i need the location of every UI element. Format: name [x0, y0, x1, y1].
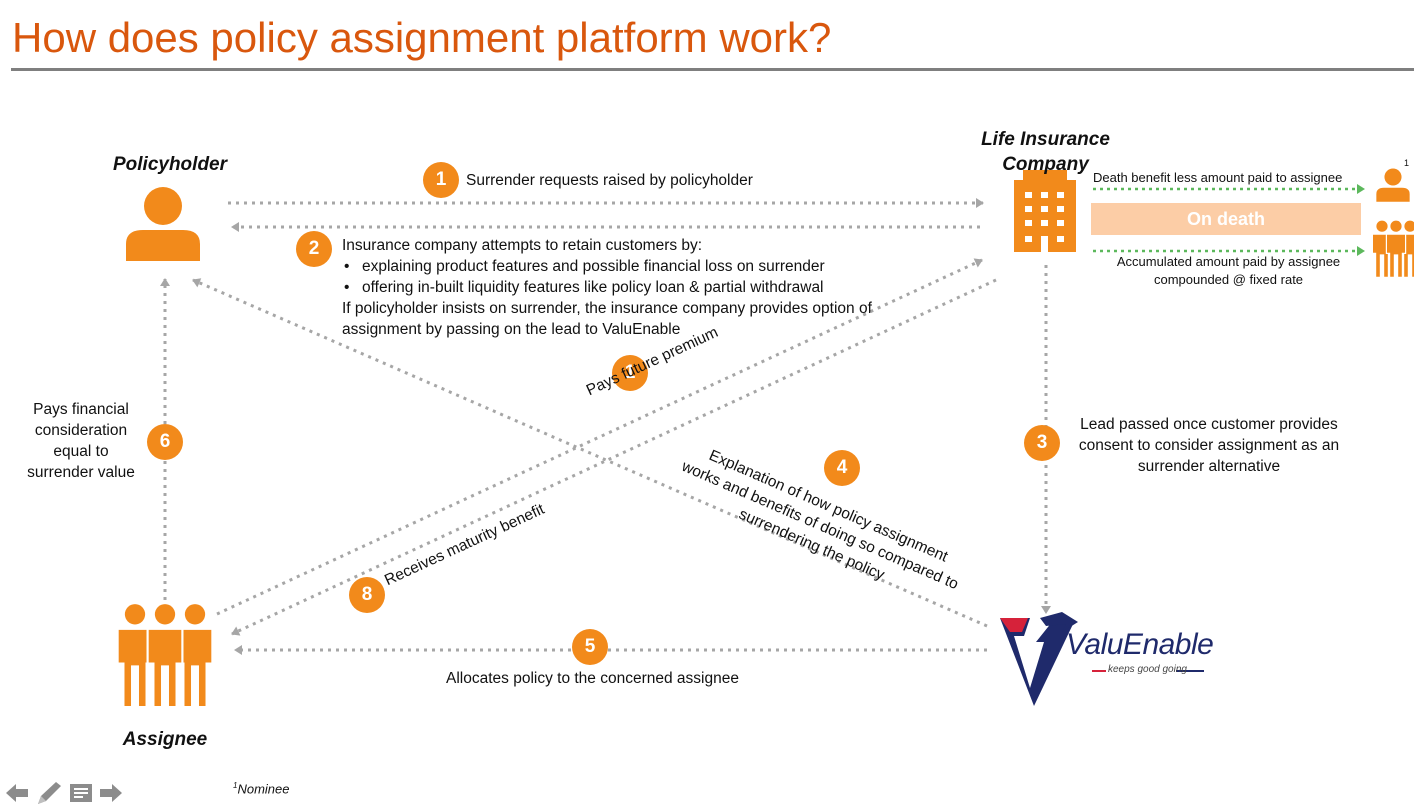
step6-text: Pays financial consideration equal to su…: [27, 401, 135, 481]
step2-bullet-1: explaining product features and possible…: [342, 256, 882, 277]
step2-badge: 2: [296, 231, 332, 267]
step2-bullets: explaining product features and possible…: [342, 256, 882, 298]
step2-bullet-2: offering in-built liquidity features lik…: [342, 277, 882, 298]
step2-block: Insurance company attempts to retain cus…: [342, 235, 882, 340]
slide-nav: [4, 780, 124, 806]
death-benefit-text: Death benefit less amount paid to assign…: [1093, 170, 1343, 185]
assignee-group-icon: [116, 603, 214, 709]
step3-text: Lead passed once customer provides conse…: [1078, 416, 1340, 475]
on-death-banner: On death: [1091, 203, 1361, 235]
nominee-superscript: 1: [1404, 158, 1410, 168]
footnote-superscript: 1: [233, 781, 238, 790]
insurer-label: Life Insurance Company: [981, 129, 1110, 175]
step6-badge: 6: [147, 424, 183, 460]
nominee-person-icon: [1376, 168, 1410, 202]
accumulated-amount-text: Accumulated amount paid by assignee comp…: [1116, 254, 1341, 287]
step4-badge: 4: [824, 450, 860, 486]
page-title: How does policy assignment platform work…: [12, 14, 832, 61]
arrow-right-icon[interactable]: [98, 780, 124, 806]
notes-icon[interactable]: [68, 780, 94, 806]
brand-name: ValuEnable: [1066, 628, 1214, 661]
valuenable-logo-icon: [1000, 612, 1204, 706]
step7-badge: 1: [612, 355, 648, 391]
step1-badge: 1: [423, 162, 459, 198]
step3-badge: 3: [1024, 425, 1060, 461]
assignee-label: Assignee: [122, 729, 208, 750]
arrow-left-icon[interactable]: [4, 780, 30, 806]
title-divider: [11, 68, 1414, 71]
step8-badge: 8: [349, 577, 385, 613]
step5-text: Allocates policy to the concerned assign…: [446, 670, 739, 687]
policyholder-label: Policyholder: [112, 154, 228, 175]
building-icon: [1014, 170, 1076, 252]
brand-tagline: keeps good going: [1108, 664, 1187, 675]
policyholder-person-icon: [126, 187, 200, 261]
footnote: 1Nominee: [233, 781, 289, 796]
step2-intro: Insurance company attempts to retain cus…: [342, 237, 703, 254]
step1-text: Surrender requests raised by policyholde…: [466, 172, 753, 189]
step5-badge: 5: [572, 629, 608, 665]
arrow-step4-explain: [192, 278, 988, 628]
pen-icon[interactable]: [34, 780, 64, 806]
assignee-small-group-icon: [1371, 220, 1414, 278]
footnote-text: Nominee: [237, 781, 290, 797]
death-arrows: [1093, 184, 1365, 256]
step2-outro: If policyholder insists on surrender, th…: [342, 300, 872, 338]
